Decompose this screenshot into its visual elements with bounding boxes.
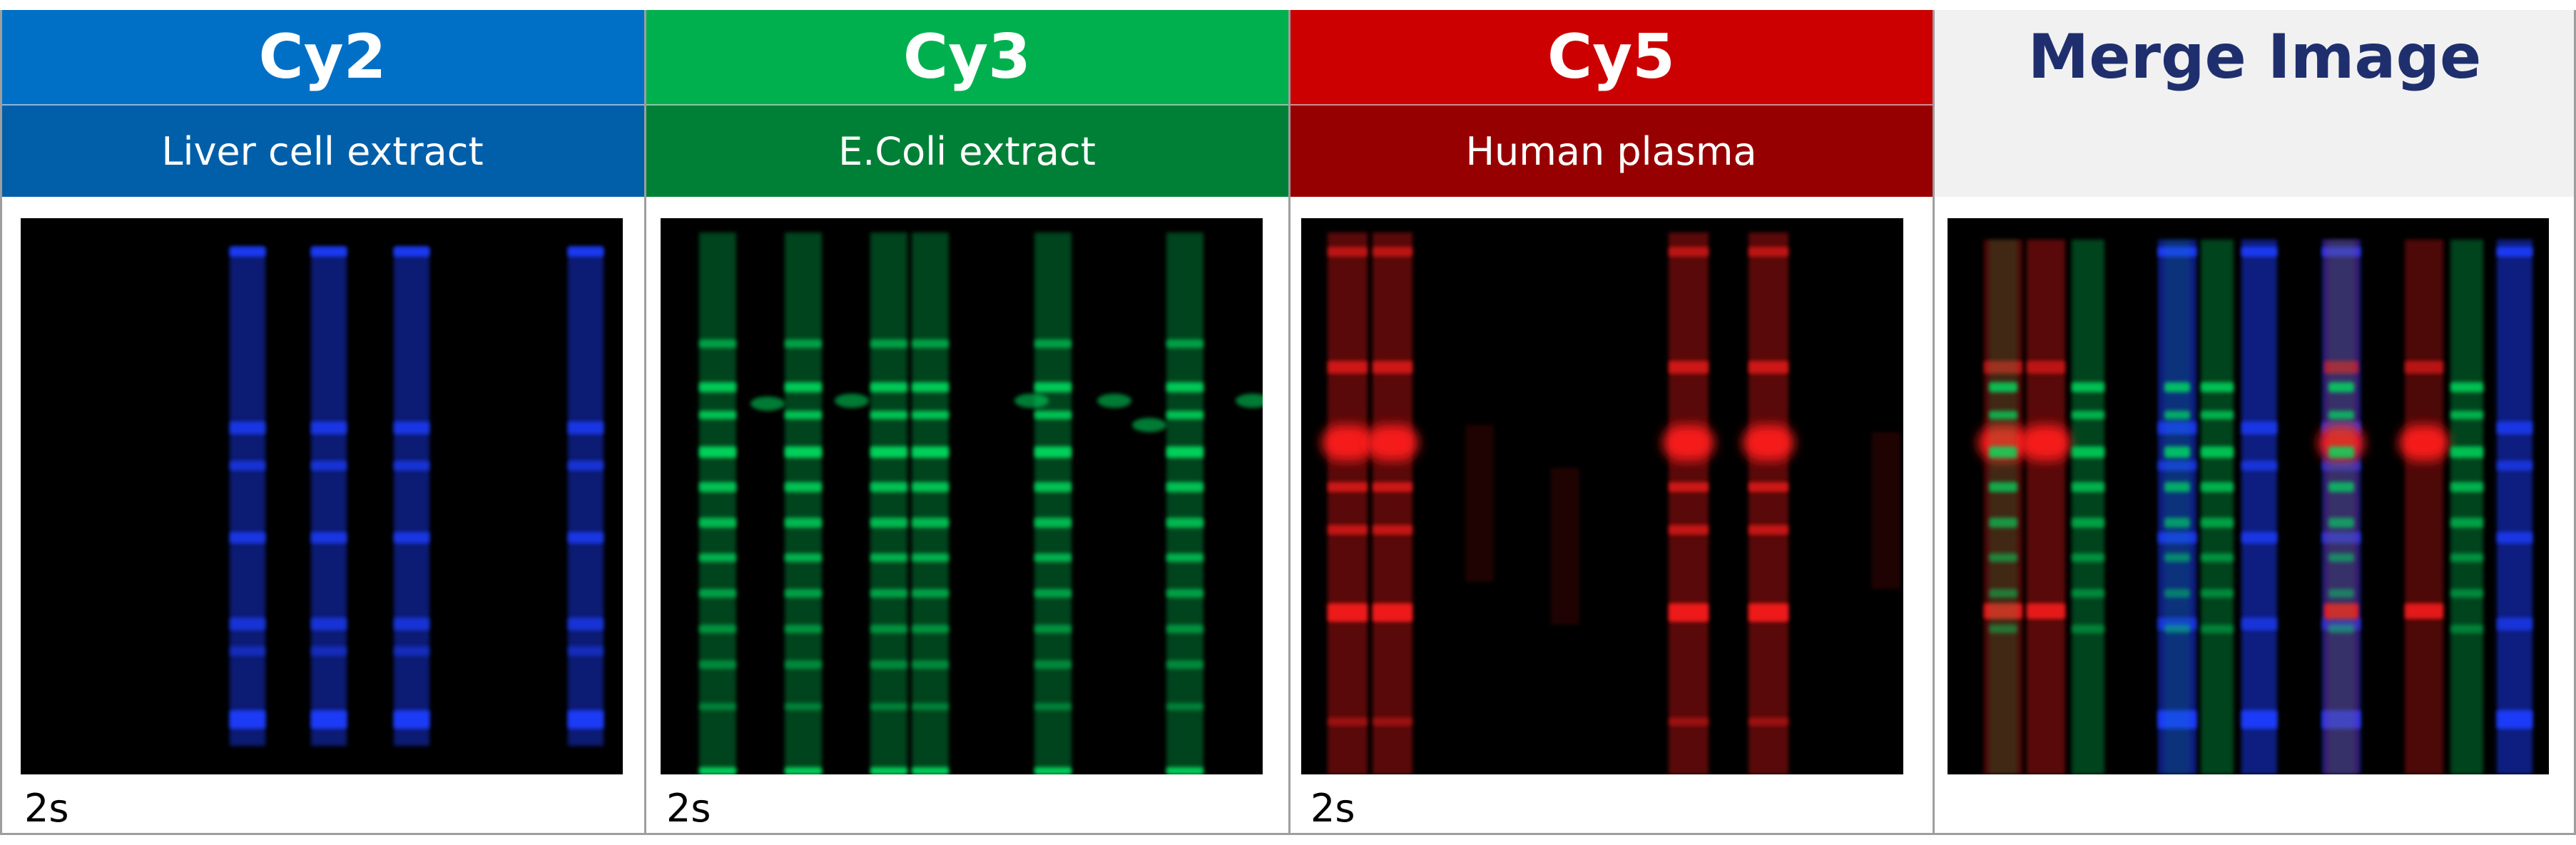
- gel-lane: [568, 247, 604, 746]
- gel-lane: [870, 232, 907, 774]
- gel-lane: [2399, 240, 2449, 774]
- gel-lane: [394, 247, 429, 746]
- gel-lane: [1166, 232, 1203, 774]
- gel-lanes-cy5: [1322, 232, 1900, 774]
- gel-lane: [2021, 240, 2071, 774]
- gel-lanes-cy3: [699, 232, 1263, 774]
- exposure-label-cy2: 2s: [24, 786, 69, 831]
- gel-lane: [2164, 240, 2190, 774]
- gel-lane: [2497, 240, 2532, 774]
- channel-header-cy2: Cy2: [0, 10, 645, 104]
- divider-left: [0, 10, 2, 834]
- divider-2: [1288, 10, 1290, 834]
- gel-lane: [2450, 240, 2483, 774]
- gel-lanes-cy2: [230, 247, 604, 746]
- gel-lane: [1743, 232, 1794, 774]
- channel-header-cy5: Cy5: [1289, 10, 1933, 104]
- gel-image-cy5: [1301, 218, 1903, 774]
- frame-bottom-border: [0, 833, 2576, 835]
- gel-image-merge: [1948, 218, 2549, 774]
- gel-lanes-merge: [1978, 240, 2532, 774]
- sample-label-merge: [1933, 104, 2576, 197]
- gel-spot: [1132, 418, 1166, 432]
- divider-1: [644, 10, 646, 834]
- gel-spot: [835, 394, 869, 408]
- gel-lane: [2328, 240, 2354, 774]
- divider-right: [2574, 10, 2576, 834]
- gel-lane: [1367, 232, 1418, 774]
- exposure-label-cy3: 2s: [666, 786, 711, 831]
- gel-smear: [1872, 432, 1900, 589]
- gel-image-cy3: [661, 218, 1263, 774]
- gel-spot: [1014, 394, 1049, 408]
- gel-spot: [1097, 394, 1131, 408]
- gel-lane: [1663, 232, 1714, 774]
- gel-lane: [699, 232, 736, 774]
- gel-smear: [1551, 468, 1579, 625]
- gel-lane: [2201, 240, 2234, 774]
- gel-lane: [1322, 232, 1373, 774]
- gel-lane: [1989, 240, 2017, 774]
- channel-header-merge: Merge Image: [1933, 10, 2576, 104]
- gel-lane: [1034, 232, 1071, 774]
- sample-label-cy5: Human plasma: [1289, 104, 1933, 197]
- panel-merge: Merge Image: [1933, 10, 2576, 834]
- gel-lane: [311, 247, 347, 746]
- gel-image-cy2: [21, 218, 623, 774]
- gel-spot: [750, 396, 785, 411]
- gel-smear: [1465, 425, 1494, 582]
- divider-3: [1933, 10, 1935, 834]
- gel-lane: [2072, 240, 2104, 774]
- gel-lane: [2241, 240, 2277, 774]
- exposure-label-cy5: 2s: [1310, 786, 1355, 831]
- channel-header-cy3: Cy3: [645, 10, 1289, 104]
- gel-spot: [1236, 394, 1263, 408]
- panel-cy2: Cy2 Liver cell extract 2s: [0, 10, 645, 834]
- sample-label-cy3: E.Coli extract: [645, 104, 1289, 197]
- gel-lane: [230, 247, 265, 746]
- panel-cy5: Cy5 Human plasma 2s: [1289, 10, 1933, 834]
- gel-lane: [912, 232, 949, 774]
- sample-label-cy2: Liver cell extract: [0, 104, 645, 197]
- panel-cy3: Cy3 E.Coli extract 2s: [645, 10, 1289, 834]
- gel-lane: [785, 232, 822, 774]
